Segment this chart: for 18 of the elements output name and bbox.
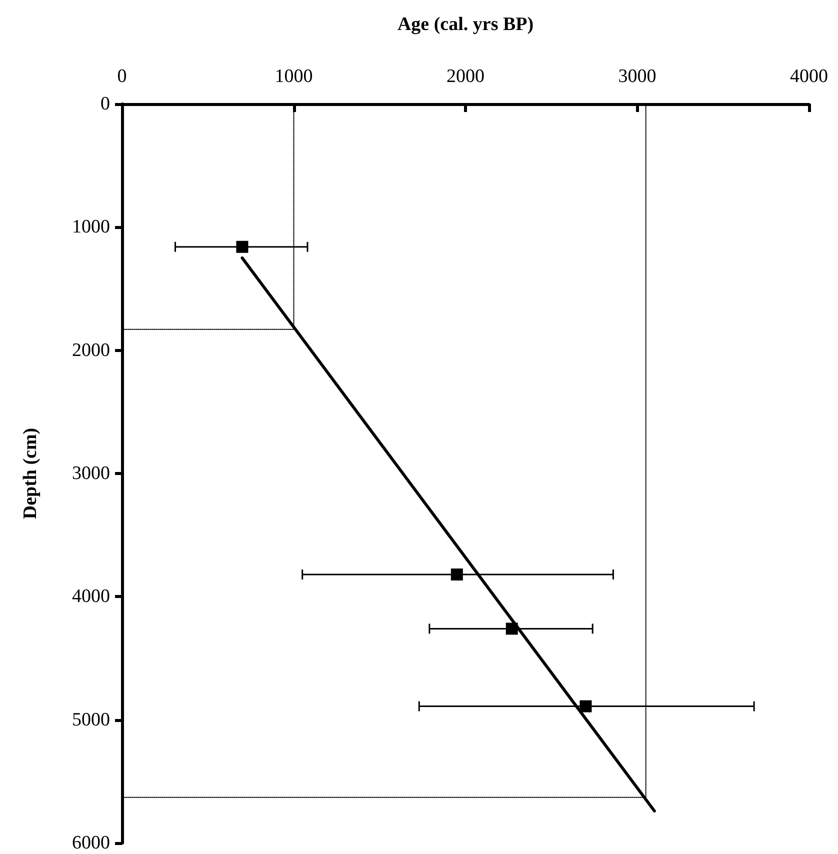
y-tick-label: 5000 (72, 709, 110, 730)
y-tick-label: 4000 (72, 586, 110, 608)
point (506, 622, 518, 635)
y-tick-label: 1000 (72, 216, 110, 238)
y-tick-label: 2000 (72, 340, 110, 361)
x-axis-title: Age (cal. yrs BP) (397, 14, 534, 35)
point (236, 240, 248, 253)
x-tick-label: 0 (117, 66, 127, 87)
y-tick-label: 6000 (72, 832, 110, 854)
x-tick-label: 1000 (274, 66, 313, 87)
x-tick-label: 4000 (790, 66, 828, 87)
x-tick-label: 3000 (618, 66, 656, 87)
point (580, 700, 592, 712)
x-tick-label: 2000 (446, 66, 484, 87)
point (450, 568, 463, 580)
y-tick-label: 0 (100, 94, 110, 114)
y-tick-label: 3000 (72, 463, 110, 484)
y-axis-title: Depth (cm) (20, 428, 41, 520)
